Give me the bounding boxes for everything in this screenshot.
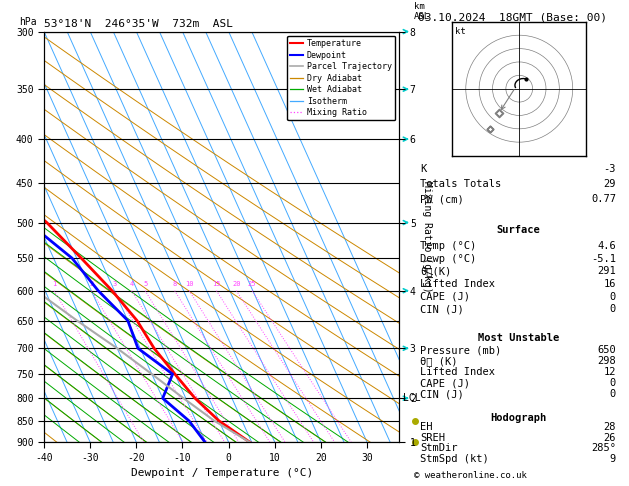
Text: Pressure (mb): Pressure (mb) bbox=[421, 345, 502, 355]
Text: Lifted Index: Lifted Index bbox=[421, 279, 496, 289]
Text: 20: 20 bbox=[232, 280, 241, 287]
Text: 291: 291 bbox=[598, 266, 616, 277]
Text: StmDir: StmDir bbox=[421, 443, 458, 453]
Text: PW (cm): PW (cm) bbox=[421, 194, 464, 204]
Text: 4.6: 4.6 bbox=[598, 242, 616, 251]
Text: 650: 650 bbox=[598, 345, 616, 355]
Text: CIN (J): CIN (J) bbox=[421, 389, 464, 399]
Text: 5: 5 bbox=[143, 280, 147, 287]
Text: 0.77: 0.77 bbox=[591, 194, 616, 204]
Text: EH: EH bbox=[421, 422, 433, 432]
Text: © weatheronline.co.uk: © weatheronline.co.uk bbox=[414, 471, 526, 480]
Text: Surface: Surface bbox=[496, 225, 540, 235]
Text: CAPE (J): CAPE (J) bbox=[421, 378, 470, 388]
Text: 29: 29 bbox=[604, 179, 616, 189]
Text: Most Unstable: Most Unstable bbox=[477, 333, 559, 343]
Text: 0: 0 bbox=[610, 378, 616, 388]
Text: CAPE (J): CAPE (J) bbox=[421, 292, 470, 301]
Text: CIN (J): CIN (J) bbox=[421, 304, 464, 314]
Text: θᴇ(K): θᴇ(K) bbox=[421, 266, 452, 277]
Text: 285°: 285° bbox=[591, 443, 616, 453]
Text: SREH: SREH bbox=[421, 433, 445, 443]
Text: 25: 25 bbox=[248, 280, 257, 287]
Text: 26: 26 bbox=[604, 433, 616, 443]
Text: LCL: LCL bbox=[403, 393, 421, 403]
Text: K: K bbox=[421, 164, 426, 174]
Text: 12: 12 bbox=[604, 367, 616, 377]
Text: 10: 10 bbox=[185, 280, 194, 287]
Text: Dewp (°C): Dewp (°C) bbox=[421, 254, 477, 264]
Text: Temp (°C): Temp (°C) bbox=[421, 242, 477, 251]
Text: kt: kt bbox=[455, 27, 466, 36]
Legend: Temperature, Dewpoint, Parcel Trajectory, Dry Adiabat, Wet Adiabat, Isotherm, Mi: Temperature, Dewpoint, Parcel Trajectory… bbox=[287, 36, 395, 121]
Text: hPa: hPa bbox=[19, 17, 36, 28]
X-axis label: Dewpoint / Temperature (°C): Dewpoint / Temperature (°C) bbox=[131, 468, 313, 478]
Text: 4: 4 bbox=[130, 280, 134, 287]
Text: 0: 0 bbox=[610, 304, 616, 314]
Text: 53°18'N  246°35'W  732m  ASL: 53°18'N 246°35'W 732m ASL bbox=[44, 19, 233, 30]
Text: km
ASL: km ASL bbox=[414, 2, 430, 21]
Text: -5.1: -5.1 bbox=[591, 254, 616, 264]
Text: StmSpd (kt): StmSpd (kt) bbox=[421, 454, 489, 464]
Text: 9: 9 bbox=[610, 454, 616, 464]
Text: Totals Totals: Totals Totals bbox=[421, 179, 502, 189]
Y-axis label: Mixing Ratio (g/kg): Mixing Ratio (g/kg) bbox=[422, 181, 432, 293]
Text: Lifted Index: Lifted Index bbox=[421, 367, 496, 377]
Text: 2: 2 bbox=[89, 280, 94, 287]
Text: Hodograph: Hodograph bbox=[490, 413, 547, 423]
Text: θᴇ (K): θᴇ (K) bbox=[421, 356, 458, 366]
Text: 15: 15 bbox=[212, 280, 221, 287]
Text: 0: 0 bbox=[610, 389, 616, 399]
Text: -3: -3 bbox=[604, 164, 616, 174]
Text: 16: 16 bbox=[604, 279, 616, 289]
Text: 03.10.2024  18GMT (Base: 00): 03.10.2024 18GMT (Base: 00) bbox=[418, 12, 607, 22]
Text: 1: 1 bbox=[52, 280, 56, 287]
Text: 8: 8 bbox=[172, 280, 177, 287]
Text: 0: 0 bbox=[610, 292, 616, 301]
Text: 3: 3 bbox=[113, 280, 117, 287]
Text: 28: 28 bbox=[604, 422, 616, 432]
Text: 298: 298 bbox=[598, 356, 616, 366]
